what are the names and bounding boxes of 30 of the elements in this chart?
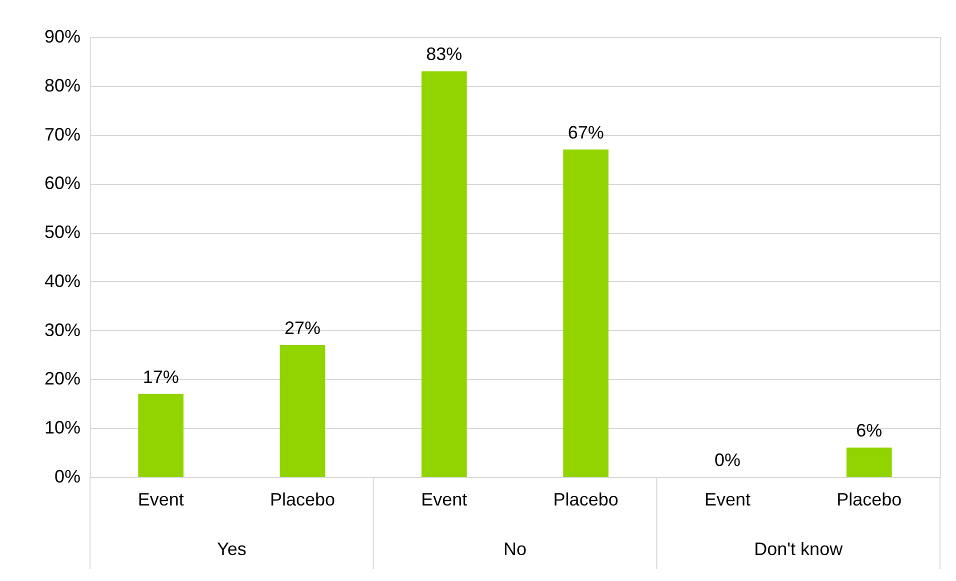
x-tick-label: Event [704,490,751,510]
y-tick-label: 60% [44,173,80,194]
data-label: 6% [856,420,882,441]
x-tick-label: Placebo [836,490,902,510]
x-tick-label: Placebo [553,490,618,510]
y-tick-label: 80% [44,75,80,96]
y-tick-label: 30% [44,320,80,340]
bar [280,345,326,477]
text: No [503,539,527,559]
text: Yes [216,539,246,559]
y-tick-label: 50% [44,222,80,242]
data-label: 83% [426,44,462,64]
bar [138,394,184,477]
x-tick-label: Event [138,490,184,510]
bar [422,71,467,477]
y-tick-label: 20% [44,368,80,389]
x-tick-label: Event [421,490,468,510]
y-tick-label: 0% [54,466,80,486]
text: Don't know [754,539,844,559]
bar [846,448,892,477]
bar [563,149,608,477]
y-tick-label: 10% [44,418,80,438]
data-label: 27% [284,318,321,338]
y-tick-label: 70% [44,124,80,144]
data-label: 17% [142,366,179,387]
data-label: 67% [568,122,604,142]
x-tick-label: Placebo [270,490,336,510]
y-tick-label: 40% [44,270,80,291]
data-label: 0% [714,450,741,470]
y-tick-label: 90% [44,26,80,46]
